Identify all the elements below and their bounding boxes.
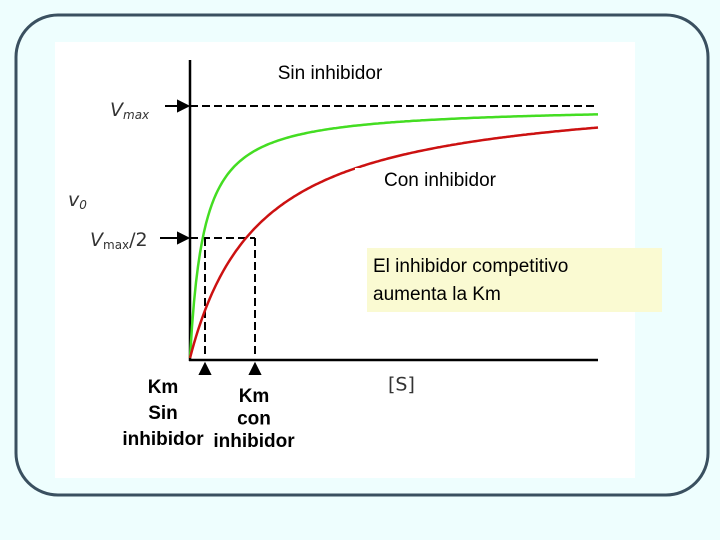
vmax-label: Vmax (110, 99, 150, 122)
v0-main: v (68, 189, 80, 211)
km-label-line: con (237, 409, 271, 430)
x-axis-label: [S] (388, 374, 415, 396)
km-label-line: Km (148, 377, 179, 398)
note-line: El inhibidor competitivo (373, 256, 568, 277)
curve-label: Sin inhibidor (278, 63, 383, 84)
note-line: aumenta la Km (373, 284, 501, 305)
vmax-sub: max (123, 108, 150, 122)
km-label-line: Sin (148, 403, 178, 424)
vmax-main: V (110, 99, 125, 121)
guides (190, 105, 595, 358)
half-vmax-main: V (90, 229, 105, 251)
arrows (160, 99, 262, 375)
curve-inhibited (188, 126, 599, 359)
v0-sub: 0 (79, 198, 87, 212)
km-label-line: inhibidor (122, 429, 204, 450)
km-label-line: Km (239, 386, 270, 407)
km-label-line: inhibidor (213, 431, 295, 452)
note-box (367, 248, 662, 312)
axes (188, 60, 598, 362)
curve-label: Con inhibidor (384, 170, 497, 191)
half-vmax-sub: max (103, 238, 129, 252)
v0-label: v0 (68, 189, 87, 212)
half-vmax-suffix: /2 (129, 229, 148, 251)
half-vmax-label: Vmax/2 (90, 229, 148, 252)
curve-uninhibited (188, 113, 598, 359)
label-bg (355, 168, 525, 194)
